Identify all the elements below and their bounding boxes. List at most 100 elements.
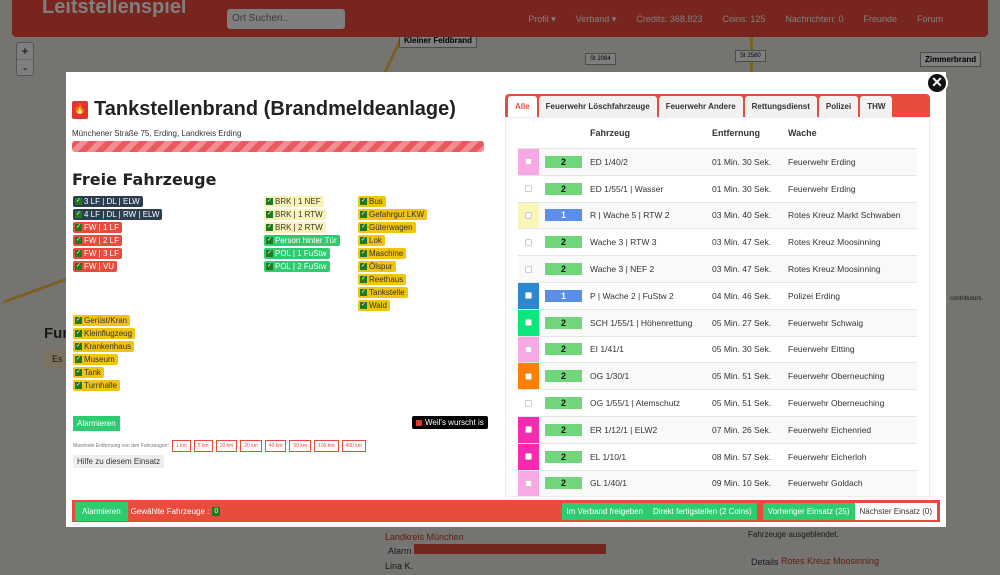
aao-button[interactable]: ✓ Güterwagen <box>358 222 416 233</box>
table-row[interactable]: 2 Wache 3 | NEF 2 03 Min. 47 Sek. Rotes Kre… <box>518 255 917 282</box>
aao-button[interactable]: ✓ Tank <box>73 367 104 378</box>
tab-alle[interactable]: Alle <box>508 96 537 117</box>
aao-button[interactable]: ✓ FW | 3 LF <box>73 248 122 259</box>
vehicle-station: Rotes Kreuz Markt Schwaben <box>788 210 901 221</box>
distance-filter-button[interactable]: 100 km <box>314 440 339 452</box>
vehicle-checkbox[interactable] <box>525 345 532 353</box>
distance-filter-button[interactable]: 20 km <box>240 440 262 452</box>
distance-filter-button[interactable]: 400 km <box>341 440 366 452</box>
weil-button[interactable]: Weil's wurscht is <box>412 416 488 429</box>
vehicle-name[interactable]: ER 1/12/1 | ELW2 <box>590 424 658 435</box>
vehicle-checkbox[interactable] <box>525 238 532 246</box>
aao-button[interactable]: ✓ FW | 2 LF <box>73 235 122 246</box>
aao-button[interactable]: ✓ BRK | 1 RTW <box>264 209 326 220</box>
table-row[interactable]: 2 EI 1/41/1 05 Min. 30 Sek. Feuerwehr Eitti… <box>518 335 917 363</box>
aao-button[interactable]: ✓ Reethaus <box>358 274 407 285</box>
table-row[interactable]: 2 EL 1/10/1 08 Min. 57 Sek. Feuerwehr Eiche… <box>518 442 917 470</box>
distance-filter-button[interactable]: 1 km <box>171 440 191 452</box>
checkbox-checked-icon: ✓ <box>360 289 367 296</box>
aao-button[interactable]: ✓ POL | 2 FuStw <box>264 261 330 272</box>
aao-button[interactable]: ✓ Krankenhaus <box>73 341 135 352</box>
vehicle-name[interactable]: EL 1/10/1 <box>590 451 627 462</box>
distance-filter-button[interactable]: 50 km <box>289 440 312 452</box>
table-row[interactable]: 2 ER 1/12/1 | ELW2 07 Min. 26 Sek. Feuerweh… <box>518 415 917 443</box>
table-row[interactable]: 2 SCH 1/55/1 | Höhenrettung 05 Min. 27 Sek… <box>518 308 917 336</box>
vehicle-checkbox[interactable] <box>525 453 532 461</box>
aao-button[interactable]: ✓ BRK | 2 RTW <box>264 222 326 233</box>
aao-button[interactable]: ✓ BRK | 1 NEF <box>264 196 324 207</box>
aao-button[interactable]: ✓ FW | VU <box>73 261 118 272</box>
vehicle-station: Polizei Erding <box>788 290 840 301</box>
aao-button[interactable]: ✓ Kleinflugzeug <box>73 328 136 339</box>
aao-button[interactable]: ✓ Wald <box>358 300 390 311</box>
vehicle-name[interactable]: GL 1/40/1 <box>590 478 628 489</box>
aao-button[interactable]: ✓ Gefahrgut LKW <box>358 209 428 220</box>
vehicle-name[interactable]: ED 1/55/1 | Wasser <box>590 183 664 194</box>
distance-filter-button[interactable]: 40 km <box>264 440 287 452</box>
vehicle-checkbox[interactable] <box>525 372 532 380</box>
table-row[interactable]: 2 Wache 3 | RTW 3 03 Min. 47 Sek. Rotes Kre… <box>518 228 917 255</box>
vehicle-checkbox[interactable] <box>525 292 532 300</box>
status-badge: 2 <box>545 397 582 410</box>
table-row[interactable]: 2 OG 1/55/1 | Atemschutz 05 Min. 51 Sek. Fe… <box>518 389 917 416</box>
vehicle-name[interactable]: Wache 3 | NEF 2 <box>590 264 655 275</box>
vehicle-checkbox[interactable] <box>525 426 532 434</box>
aao-button[interactable]: ✓ Gerüst/Kran <box>73 315 131 326</box>
aao-label: Gerüst/Kran <box>84 316 128 325</box>
tab-thw[interactable]: THW <box>860 96 893 117</box>
next-mission-button[interactable]: Nächster Einsatz (0) <box>854 502 937 520</box>
help-button[interactable]: Hilfe zu diesem Einsatz <box>73 455 165 468</box>
vehicle-name[interactable]: Wache 3 | RTW 3 <box>590 237 657 248</box>
previous-mission-button[interactable]: Vorheriger Einsatz (25) <box>762 502 855 520</box>
vehicle-checkbox[interactable] <box>525 211 532 219</box>
table-row[interactable]: 1 P | Wache 2 | FuStw 2 04 Min. 46 Sek. Pol… <box>518 281 917 309</box>
vehicle-name[interactable]: OG 1/30/1 <box>590 371 630 382</box>
aao-label: Tankstelle <box>369 288 405 297</box>
vehicle-station: Feuerwehr Oberneuching <box>788 398 885 409</box>
aao-button[interactable]: ✓ Person hinter Tür <box>264 235 340 246</box>
aao-button[interactable]: ✓ Ölspur <box>358 261 396 272</box>
share-alliance-button[interactable]: Im Verband freigeben <box>561 502 648 520</box>
vehicle-checkbox[interactable] <box>525 319 532 327</box>
aao-button[interactable]: ✓ FW | 1 LF <box>73 222 122 233</box>
vehicle-checkbox[interactable] <box>525 399 532 407</box>
station-color-swatch <box>518 229 539 255</box>
vehicle-name[interactable]: SCH 1/55/1 | Höhenrettung <box>590 317 693 328</box>
close-icon[interactable]: ✕ <box>926 72 948 94</box>
tab-polizei[interactable]: Polizei <box>818 96 859 117</box>
checkbox-checked-icon: ✓ <box>360 237 367 244</box>
table-row[interactable]: 2 GL 1/40/1 09 Min. 10 Sek. Feuerwehr Golda… <box>518 469 917 496</box>
vehicle-name[interactable]: OG 1/55/1 | Atemschutz <box>590 398 681 409</box>
vehicle-name[interactable]: ED 1/40/2 <box>590 156 628 167</box>
table-row[interactable]: 2 ED 1/40/2 01 Min. 30 Sek. Feuerwehr Erdin… <box>518 148 917 175</box>
vehicle-checkbox[interactable] <box>525 185 532 193</box>
distance-filter-button[interactable]: 5 km <box>193 440 213 452</box>
mission-address: Münchener Straße 75, Erding, Landkreis E… <box>72 129 242 138</box>
status-badge: 1 <box>545 289 582 302</box>
aao-button[interactable]: ✓ Lok <box>358 235 385 246</box>
table-row[interactable]: 1 R | Wache 5 | RTW 2 03 Min. 40 Sek. Rotes… <box>518 201 917 229</box>
aao-button[interactable]: ✓ Museum <box>73 354 118 365</box>
vehicle-name[interactable]: EI 1/41/1 <box>590 344 625 355</box>
vehicle-checkbox[interactable] <box>525 158 532 166</box>
tab-feuerwehr-andere[interactable]: Feuerwehr Andere <box>658 96 743 117</box>
finish-direct-button[interactable]: Direkt fertigstellen (2 Coins) <box>648 502 757 520</box>
vehicle-name[interactable]: R | Wache 5 | RTW 2 <box>590 210 670 221</box>
table-row[interactable]: 2 OG 1/30/1 05 Min. 51 Sek. Feuerwehr Obern… <box>518 362 917 390</box>
vehicle-checkbox[interactable] <box>525 265 532 273</box>
vehicle-name[interactable]: P | Wache 2 | FuStw 2 <box>590 290 674 301</box>
tab-rettungsdienst[interactable]: Rettungsdienst <box>744 96 817 117</box>
aao-button[interactable]: ✓ 3 LF | DL | ELW <box>73 196 143 207</box>
aao-button[interactable]: ✓ Maschine <box>358 248 407 259</box>
alarm-button[interactable]: Alarmieren <box>73 416 120 431</box>
aao-button[interactable]: ✓ Bus <box>358 196 386 207</box>
table-row[interactable]: 2 ED 1/55/1 | Wasser 01 Min. 30 Sek. Feuerw… <box>518 174 917 202</box>
aao-button[interactable]: ✓ POL | 1 FuStw <box>264 248 330 259</box>
vehicle-checkbox[interactable] <box>525 479 532 487</box>
tab-feuerwehr-löschfahrzeuge[interactable]: Feuerwehr Löschfahrzeuge <box>538 96 657 117</box>
distance-filter-button[interactable]: 10 km <box>215 440 238 452</box>
aao-button[interactable]: ✓ Tankstelle <box>358 287 408 298</box>
aao-button[interactable]: ✓ 4 LF | DL | RW | ELW <box>73 209 163 220</box>
aao-button[interactable]: ✓ Turnhalle <box>73 380 121 391</box>
footer-alarm-button[interactable]: Alarmieren <box>75 501 128 521</box>
